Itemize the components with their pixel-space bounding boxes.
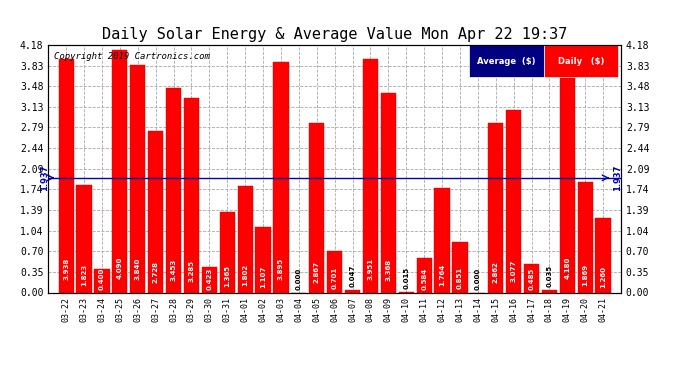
Bar xyxy=(112,50,128,292)
Text: Copyright 2019 Cartronics.com: Copyright 2019 Cartronics.com xyxy=(54,53,210,62)
Text: 3.453: 3.453 xyxy=(170,259,177,281)
Text: 1.823: 1.823 xyxy=(81,264,87,286)
Text: 2.867: 2.867 xyxy=(314,261,319,283)
Text: 0.035: 0.035 xyxy=(546,266,553,288)
Bar xyxy=(363,58,378,292)
Bar xyxy=(417,258,432,292)
Text: 0.485: 0.485 xyxy=(529,268,535,290)
Text: 1.260: 1.260 xyxy=(600,266,606,288)
Text: 3.077: 3.077 xyxy=(511,260,517,282)
Text: 4.090: 4.090 xyxy=(117,257,123,279)
Bar xyxy=(130,65,146,292)
Bar xyxy=(453,242,468,292)
Text: 1.764: 1.764 xyxy=(439,264,445,286)
Bar xyxy=(273,62,288,292)
Text: Daily   ($): Daily ($) xyxy=(558,57,604,66)
Bar xyxy=(381,93,396,292)
Text: 3.840: 3.840 xyxy=(135,258,141,280)
Text: 3.951: 3.951 xyxy=(368,258,373,280)
Text: 4.180: 4.180 xyxy=(564,256,571,279)
Bar xyxy=(309,123,324,292)
FancyBboxPatch shape xyxy=(469,45,544,77)
Text: 2.862: 2.862 xyxy=(493,261,499,283)
Bar xyxy=(255,227,270,292)
Text: 0.400: 0.400 xyxy=(99,268,105,290)
Bar xyxy=(595,218,611,292)
Text: 0.000: 0.000 xyxy=(296,267,302,290)
Bar xyxy=(435,188,450,292)
Text: 0.000: 0.000 xyxy=(475,267,481,290)
Text: 0.701: 0.701 xyxy=(332,267,337,289)
Text: 3.368: 3.368 xyxy=(385,259,391,281)
Text: 1.869: 1.869 xyxy=(582,264,588,286)
Bar xyxy=(345,290,360,292)
Text: 1.365: 1.365 xyxy=(224,265,230,287)
Text: 0.423: 0.423 xyxy=(206,268,213,290)
Bar xyxy=(166,88,181,292)
Bar xyxy=(237,186,253,292)
Bar xyxy=(560,45,575,292)
Bar xyxy=(578,182,593,292)
Text: 0.047: 0.047 xyxy=(350,264,355,287)
Bar xyxy=(542,290,557,292)
Bar xyxy=(148,131,164,292)
Bar xyxy=(327,251,342,292)
Bar xyxy=(201,267,217,292)
FancyBboxPatch shape xyxy=(544,45,618,77)
Bar xyxy=(77,184,92,292)
Text: 3.895: 3.895 xyxy=(278,258,284,280)
Text: 3.285: 3.285 xyxy=(188,260,195,282)
Bar xyxy=(95,269,110,292)
Bar xyxy=(219,211,235,292)
Text: 0.015: 0.015 xyxy=(403,267,409,289)
Bar xyxy=(59,59,74,292)
Title: Daily Solar Energy & Average Value Mon Apr 22 19:37: Daily Solar Energy & Average Value Mon A… xyxy=(102,27,567,42)
Bar xyxy=(488,123,503,292)
Bar xyxy=(184,98,199,292)
Bar xyxy=(524,264,539,292)
Text: Average  ($): Average ($) xyxy=(477,57,535,66)
Text: 1.937: 1.937 xyxy=(613,165,622,191)
Text: 0.851: 0.851 xyxy=(457,267,463,289)
Text: 0.584: 0.584 xyxy=(421,267,427,290)
Text: 1.937: 1.937 xyxy=(40,165,49,191)
Text: 1.802: 1.802 xyxy=(242,264,248,286)
Text: 1.107: 1.107 xyxy=(260,266,266,288)
Text: 3.938: 3.938 xyxy=(63,257,69,280)
Text: 2.728: 2.728 xyxy=(152,261,159,283)
Bar xyxy=(506,110,521,292)
